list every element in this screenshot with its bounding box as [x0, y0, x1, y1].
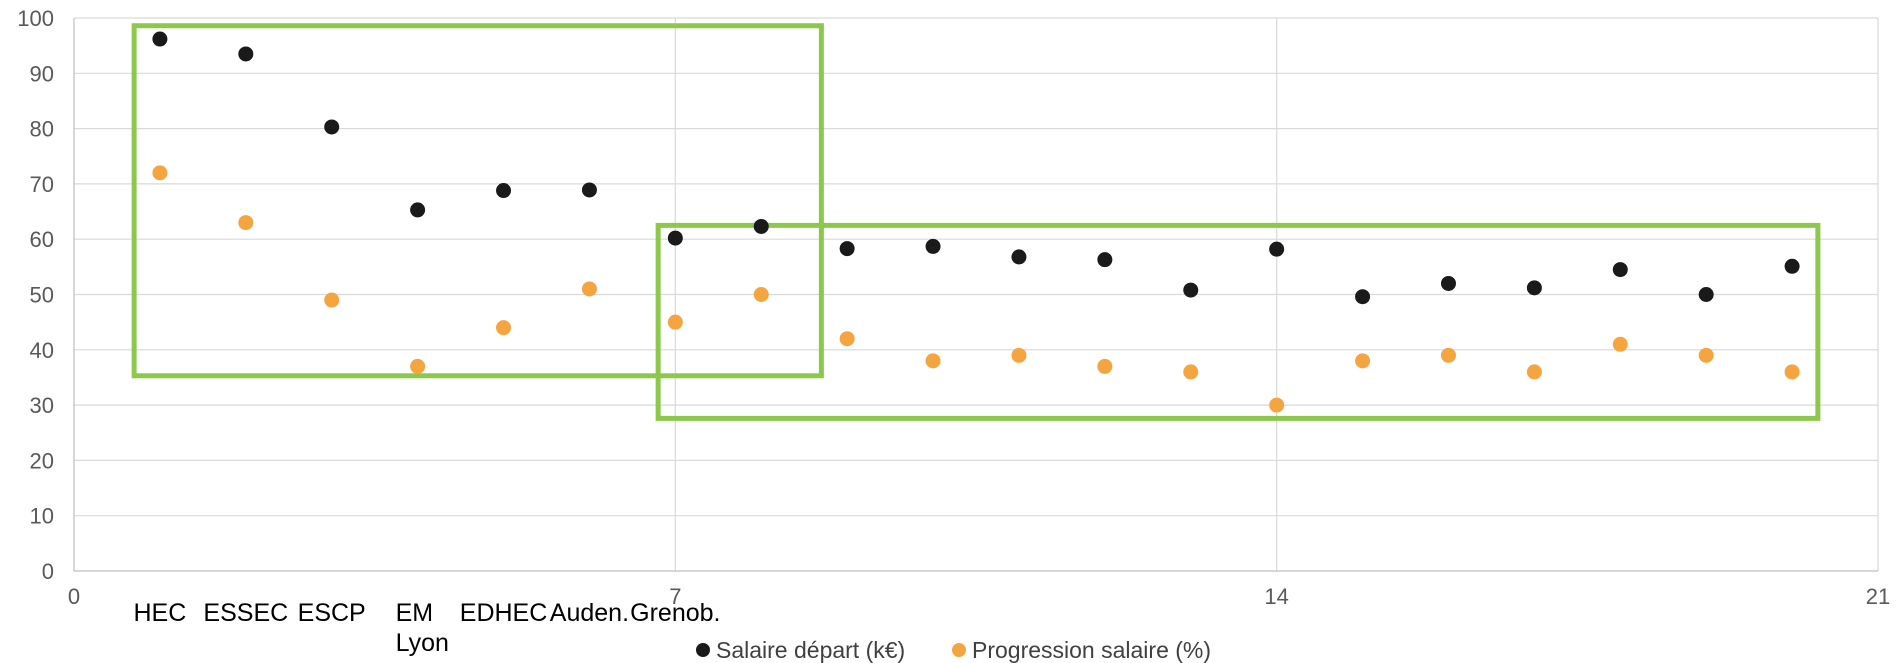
point-salaire: [1355, 289, 1371, 305]
point-salaire: [1269, 241, 1285, 257]
legend-marker-progression: [952, 643, 966, 657]
category-labels: HEC ESSEC ESCP EM Lyon EDHEC Auden. Grenob.: [134, 599, 721, 657]
point-progression: [152, 165, 168, 181]
point-salaire: [152, 31, 168, 47]
legend: Salaire départ (k€) Progression salaire …: [696, 637, 1211, 663]
point-progression: [925, 353, 941, 369]
y-tick-label: 80: [30, 117, 54, 142]
tick-labels: 0 10 20 30 40 50 60 70 80 90 100 0 7 14 21: [17, 6, 1890, 609]
y-tick-label: 10: [30, 504, 54, 529]
point-salaire: [1784, 258, 1800, 274]
point-progression: [1355, 353, 1371, 369]
category-label: EM Lyon: [396, 599, 449, 657]
point-progression: [1440, 347, 1456, 363]
legend-label-salaire: Salaire départ (k€): [716, 637, 905, 663]
point-progression: [753, 287, 769, 302]
x-tick-label: 7: [669, 584, 681, 609]
x-tick-label: 0: [68, 584, 80, 609]
point-salaire: [1698, 287, 1714, 302]
legend-marker-salaire: [696, 643, 710, 657]
y-tick-label: 40: [30, 338, 54, 363]
point-salaire: [1526, 280, 1542, 296]
y-tick-label: 0: [42, 559, 54, 584]
point-salaire: [1097, 252, 1113, 268]
x-tick-label: 14: [1264, 584, 1288, 609]
point-salaire: [1011, 249, 1027, 265]
category-label: ESCP: [298, 599, 366, 627]
y-tick-label: 90: [30, 61, 54, 86]
point-salaire: [925, 238, 941, 254]
y-tick-label: 70: [30, 172, 54, 197]
point-salaire: [496, 183, 512, 199]
point-salaire: [667, 230, 683, 246]
point-progression: [839, 331, 855, 347]
point-progression: [1784, 364, 1800, 380]
y-tick-label: 30: [30, 393, 54, 418]
point-progression: [1698, 347, 1714, 363]
point-salaire: [839, 241, 855, 257]
point-progression: [324, 292, 340, 308]
point-salaire: [1183, 282, 1199, 298]
point-salaire: [324, 119, 340, 135]
highlight-box: [131, 23, 824, 379]
highlight-boxes: [131, 23, 1821, 421]
category-label: Auden.: [550, 599, 629, 627]
y-tick-label: 60: [30, 227, 54, 252]
point-progression: [1011, 347, 1027, 363]
point-salaire: [410, 202, 426, 218]
point-progression: [1612, 336, 1628, 352]
point-progression: [410, 358, 426, 374]
point-progression: [1269, 397, 1285, 413]
point-progression: [1097, 358, 1113, 374]
data-points: [152, 31, 1800, 413]
legend-label-progression: Progression salaire (%): [972, 637, 1211, 663]
point-salaire: [1440, 275, 1456, 291]
category-label: HEC: [134, 599, 187, 627]
point-salaire: [1612, 262, 1628, 278]
point-progression: [238, 215, 254, 231]
category-label: ESSEC: [203, 599, 288, 627]
point-progression: [496, 320, 512, 336]
point-progression: [1183, 364, 1199, 380]
category-label: Grenob.: [630, 599, 720, 627]
point-progression: [1526, 364, 1542, 380]
y-tick-label: 100: [17, 6, 54, 31]
y-tick-label: 50: [30, 283, 54, 308]
point-salaire: [238, 46, 254, 62]
y-tick-label: 20: [30, 448, 54, 473]
category-label: EDHEC: [460, 599, 548, 627]
axes: [73, 18, 1878, 572]
grid-lines: [74, 17, 1879, 571]
highlight-box: [655, 222, 1821, 421]
point-progression: [667, 314, 683, 330]
x-tick-label: 21: [1866, 584, 1890, 609]
point-salaire: [753, 218, 769, 234]
point-salaire: [581, 182, 597, 198]
point-progression: [581, 281, 597, 297]
